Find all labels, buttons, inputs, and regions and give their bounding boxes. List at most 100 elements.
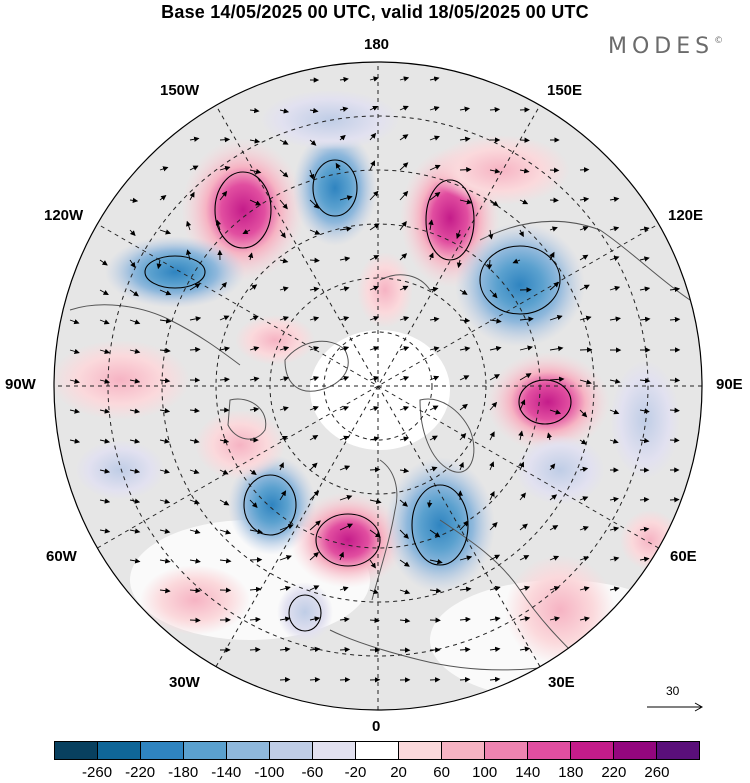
wind-vector (399, 346, 410, 352)
wind-vector (489, 374, 500, 381)
reference-vector-arrow (647, 702, 704, 712)
polar-map (53, 61, 703, 711)
wind-vector (309, 169, 315, 180)
wind-vector (219, 529, 232, 535)
anomaly-blob (54, 340, 190, 420)
wind-vector (489, 168, 501, 174)
wind-vector (219, 165, 231, 172)
wind-vector (309, 552, 319, 561)
wind-vector (459, 676, 471, 683)
wind-vector (219, 315, 230, 321)
anomaly-blob (235, 315, 315, 365)
wind-vector (399, 76, 410, 82)
wind-vector (339, 494, 353, 501)
wind-vector (429, 559, 443, 565)
wind-vector (549, 376, 565, 382)
wind-vector (339, 346, 350, 352)
wind-vector (429, 76, 440, 82)
wind-vector (279, 229, 286, 239)
wind-vector (459, 106, 470, 112)
wind-vector (399, 316, 410, 322)
wind-vector (399, 253, 408, 261)
wind-vector (609, 438, 619, 444)
wind-vector (189, 136, 200, 142)
anomaly-blob (75, 440, 165, 500)
reference-vector-label: 30 (666, 684, 680, 698)
wind-vector (339, 677, 351, 683)
anomaly-blob (140, 565, 250, 635)
colorbar-swatch (270, 742, 313, 759)
wind-vector (639, 496, 650, 503)
wind-vector (519, 492, 526, 501)
map-title: Base 14/05/2025 00 UTC, valid 18/05/2025… (161, 2, 589, 22)
wind-vector (339, 376, 350, 382)
wind-vector (369, 466, 381, 473)
wind-vector (129, 558, 141, 564)
wind-vector (456, 229, 462, 239)
wind-vector (369, 346, 380, 352)
wind-vector (459, 289, 468, 295)
wind-vector (609, 409, 620, 415)
colorbar-tick-label: 260 (644, 764, 670, 781)
wind-vector (459, 167, 472, 173)
wind-vector (309, 229, 321, 235)
wind-vector (489, 345, 502, 352)
wind-vector (339, 106, 349, 112)
wind-vector (339, 405, 350, 412)
wind-vector (99, 498, 111, 504)
wind-vector (489, 401, 498, 411)
wind-vector (279, 258, 289, 264)
wind-vector (189, 346, 201, 353)
wind-vector (159, 558, 171, 564)
wind-vector (399, 105, 409, 111)
wind-vector (309, 107, 319, 114)
wind-vector (429, 405, 439, 411)
anomaly-blob (486, 352, 610, 452)
colorbar-tick-label: -60 (301, 764, 324, 781)
wind-vector (99, 528, 111, 534)
wind-vector (309, 405, 319, 411)
wind-vector (459, 616, 471, 623)
wind-vector (519, 646, 531, 652)
anomaly-blob (505, 555, 615, 665)
wind-vector (129, 197, 139, 204)
wind-vector (369, 529, 381, 538)
wind-vector (429, 375, 440, 381)
colorbar-tick-label: -20 (344, 764, 367, 781)
wind-vector (279, 616, 291, 622)
wind-vector (159, 498, 171, 504)
anomaly-blob (610, 360, 680, 480)
colorbar-swatch (55, 742, 98, 759)
wind-vector (249, 138, 261, 144)
wind-vector (309, 286, 320, 292)
wind-vector (639, 526, 650, 533)
wind-vector (639, 226, 650, 232)
wind-vector (189, 165, 199, 171)
wind-vector (579, 315, 592, 321)
wind-vector (579, 616, 590, 622)
wind-vector (159, 195, 167, 201)
wind-vector (579, 226, 589, 232)
wind-vector (159, 587, 171, 594)
colorbar-swatch (528, 742, 571, 759)
anomaly-blob (455, 223, 585, 347)
wind-vector (249, 406, 260, 413)
wind-vector (519, 523, 528, 531)
wind-vector (459, 136, 471, 142)
wind-vector (369, 285, 380, 291)
wind-vector (339, 316, 350, 322)
wind-vector (339, 646, 351, 653)
wind-vector (309, 435, 319, 441)
copyright-mark: © (714, 36, 724, 46)
wind-vector (459, 375, 470, 381)
wind-vector (426, 499, 433, 508)
wind-vector (69, 378, 80, 384)
wind-vector (546, 432, 553, 441)
wind-vector (549, 616, 560, 622)
wind-vector (579, 379, 592, 385)
wind-vector (549, 314, 563, 321)
wind-vector (279, 108, 290, 114)
wind-vector (369, 132, 377, 141)
wind-vector (309, 199, 320, 209)
wind-vector (429, 346, 440, 352)
